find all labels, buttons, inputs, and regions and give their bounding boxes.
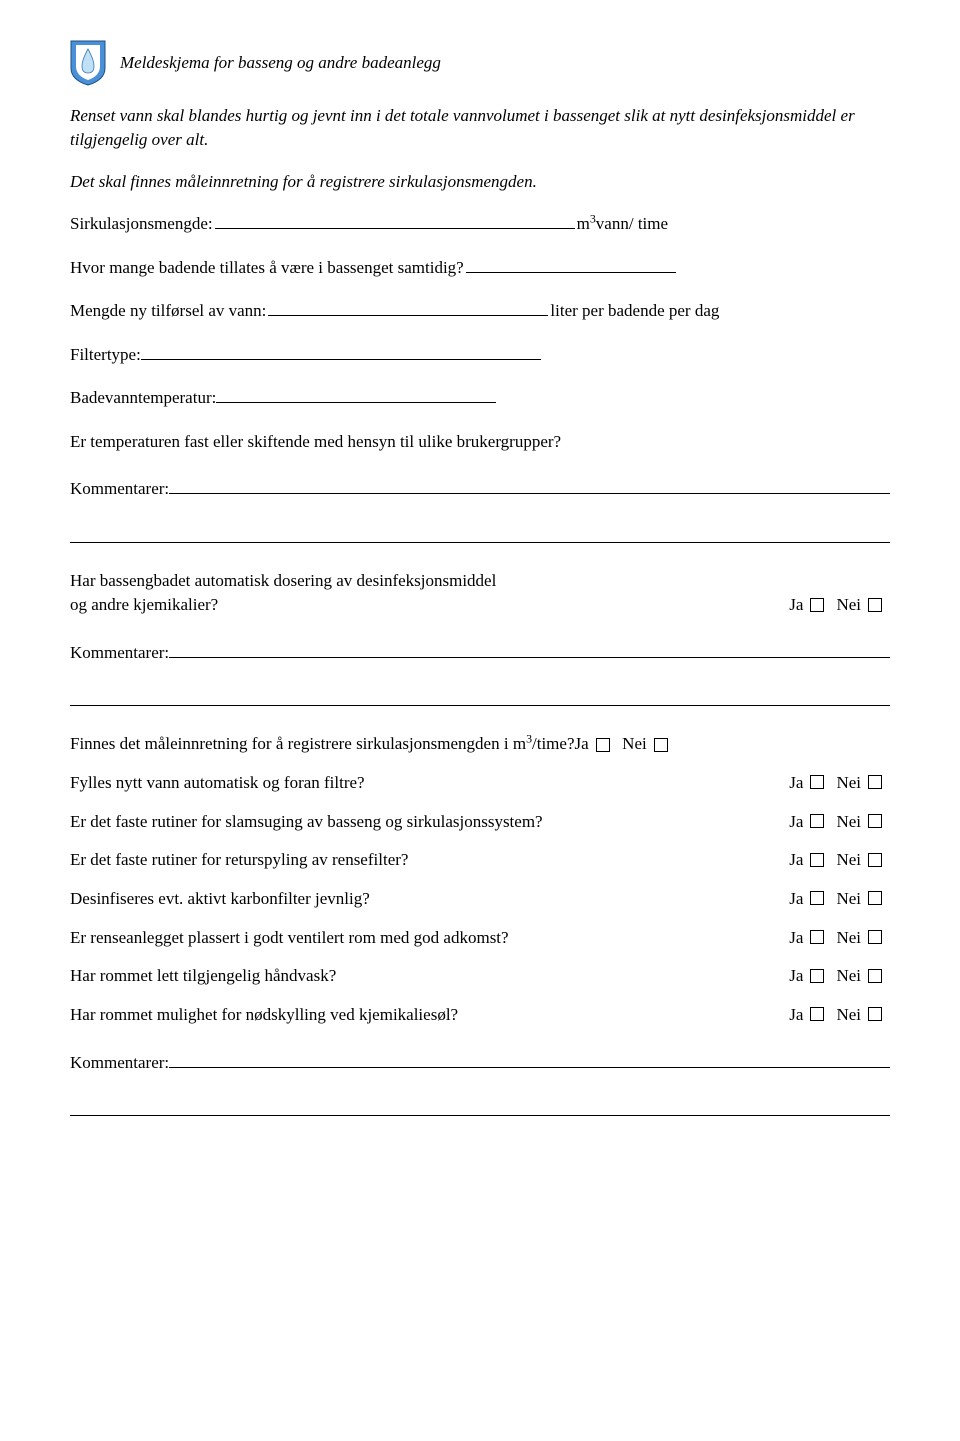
temp-question: Er temperaturen fast eller skiftende med…	[70, 429, 890, 455]
nei-checkbox[interactable]	[868, 930, 882, 944]
nei-label: Nei	[836, 926, 861, 951]
ja-label: Ja	[789, 848, 803, 873]
question-desinfiseres-options: Ja Nei	[789, 887, 890, 912]
question-nodskylling-text: Har rommet mulighet for nødskylling ved …	[70, 1003, 789, 1028]
question-fylles: Fylles nytt vann automatisk og foran fil…	[70, 771, 890, 796]
question-returspyling: Er det faste rutiner for returspyling av…	[70, 848, 890, 873]
question-nodskylling: Har rommet mulighet for nødskylling ved …	[70, 1003, 890, 1028]
nei-checkbox[interactable]	[868, 853, 882, 867]
field-mengde-tilforsel: Mengde ny tilførsel av vann: liter per b…	[70, 298, 890, 324]
badevanntemp-label: Badevanntemperatur:	[70, 385, 216, 411]
mengde-unit: liter per badende per dag	[550, 298, 719, 324]
badevanntemp-input[interactable]	[216, 386, 496, 403]
question-slamsuging-text: Er det faste rutiner for slamsuging av b…	[70, 810, 789, 835]
question-maleinnretning: Finnes det måleinnretning for å registre…	[70, 732, 890, 757]
ja-checkbox[interactable]	[810, 814, 824, 828]
question-slamsuging: Er det faste rutiner for slamsuging av b…	[70, 810, 890, 835]
question-handvask-text: Har rommet lett tilgjengelig håndvask?	[70, 964, 789, 989]
filtertype-label: Filtertype:	[70, 342, 141, 368]
hvor-mange-input[interactable]	[466, 256, 676, 273]
question-fylles-options: Ja Nei	[789, 771, 890, 796]
kommentarer-input-2b[interactable]	[70, 686, 890, 707]
mengde-label: Mengde ny tilførsel av vann:	[70, 298, 266, 324]
mengde-input[interactable]	[268, 299, 548, 316]
question-renseanlegget: Er renseanlegget plassert i godt ventile…	[70, 926, 890, 951]
question-returspyling-text: Er det faste rutiner for returspyling av…	[70, 848, 789, 873]
ja-checkbox[interactable]	[810, 598, 824, 612]
field-filtertype: Filtertype:	[70, 342, 890, 368]
nei-checkbox[interactable]	[868, 598, 882, 612]
nei-checkbox[interactable]	[654, 738, 668, 752]
nei-label: Nei	[836, 771, 861, 796]
question-renseanlegget-text: Er renseanlegget plassert i godt ventile…	[70, 926, 789, 951]
kommentarer-input-3b[interactable]	[70, 1095, 890, 1116]
question-dosering-options: Ja Nei	[789, 593, 890, 618]
ja-label: Ja	[789, 593, 803, 618]
nei-checkbox[interactable]	[868, 969, 882, 983]
ja-label: Ja	[789, 926, 803, 951]
question-handvask-options: Ja Nei	[789, 964, 890, 989]
sirkulasjonsmengde-input[interactable]	[215, 212, 575, 229]
ja-checkbox[interactable]	[810, 930, 824, 944]
question-desinfiseres: Desinfiseres evt. aktivt karbonfilter je…	[70, 887, 890, 912]
sirkulasjonsmengde-label: Sirkulasjonsmengde:	[70, 211, 213, 237]
ja-checkbox[interactable]	[810, 775, 824, 789]
ja-checkbox[interactable]	[810, 891, 824, 905]
field-sirkulasjonsmengde: Sirkulasjonsmengde: m3vann/ time	[70, 211, 890, 237]
ja-label: Ja	[789, 810, 803, 835]
field-kommentarer-1: Kommentarer:	[70, 472, 890, 502]
nei-label: Nei	[836, 1003, 861, 1028]
nei-label: Nei	[836, 887, 861, 912]
kommentarer-label-1: Kommentarer:	[70, 476, 169, 502]
field-kommentarer-3: Kommentarer:	[70, 1046, 890, 1076]
question-fylles-text: Fylles nytt vann automatisk og foran fil…	[70, 771, 789, 796]
nei-checkbox[interactable]	[868, 775, 882, 789]
question-returspyling-options: Ja Nei	[789, 848, 890, 873]
nei-label: Nei	[836, 964, 861, 989]
filtertype-input[interactable]	[141, 343, 541, 360]
nei-label: Nei	[836, 593, 861, 618]
shield-icon	[70, 40, 106, 86]
ja-checkbox[interactable]	[810, 1007, 824, 1021]
sirkulasjonsmengde-unit: m3vann/ time	[577, 211, 668, 237]
kommentarer-label-2: Kommentarer:	[70, 640, 169, 666]
question-maleinnretning-text: Finnes det måleinnretning for å registre…	[70, 732, 890, 757]
ja-checkbox[interactable]	[810, 853, 824, 867]
ja-checkbox[interactable]	[596, 738, 610, 752]
field-kommentarer-2: Kommentarer:	[70, 636, 890, 666]
kommentarer-input-1a[interactable]	[169, 472, 890, 494]
page-title: Meldeskjema for basseng og andre badeanl…	[120, 53, 441, 73]
question-renseanlegget-options: Ja Nei	[789, 926, 890, 951]
intro-paragraph-1: Renset vann skal blandes hurtig og jevnt…	[70, 104, 890, 152]
kommentarer-input-1b[interactable]	[70, 522, 890, 543]
intro-paragraph-2: Det skal finnes måleinnretning for å reg…	[70, 170, 890, 194]
nei-checkbox[interactable]	[868, 1007, 882, 1021]
question-slamsuging-options: Ja Nei	[789, 810, 890, 835]
ja-label: Ja	[789, 887, 803, 912]
question-nodskylling-options: Ja Nei	[789, 1003, 890, 1028]
kommentarer-input-3a[interactable]	[169, 1046, 890, 1068]
hvor-mange-label: Hvor mange badende tillates å være i bas…	[70, 255, 464, 281]
kommentarer-label-3: Kommentarer:	[70, 1050, 169, 1076]
question-dosering: Har bassengbadet automatisk dosering av …	[70, 569, 890, 618]
question-dosering-text: Har bassengbadet automatisk dosering av …	[70, 569, 789, 618]
kommentarer-input-2a[interactable]	[169, 636, 890, 658]
question-desinfiseres-text: Desinfiseres evt. aktivt karbonfilter je…	[70, 887, 789, 912]
field-badevanntemp: Badevanntemperatur:	[70, 385, 890, 411]
form-header: Meldeskjema for basseng og andre badeanl…	[70, 40, 890, 86]
nei-checkbox[interactable]	[868, 814, 882, 828]
nei-label: Nei	[836, 848, 861, 873]
nei-label: Nei	[836, 810, 861, 835]
ja-label: Ja	[789, 964, 803, 989]
ja-label: Ja	[789, 771, 803, 796]
nei-checkbox[interactable]	[868, 891, 882, 905]
ja-checkbox[interactable]	[810, 969, 824, 983]
ja-label: Ja	[789, 1003, 803, 1028]
question-handvask: Har rommet lett tilgjengelig håndvask? J…	[70, 964, 890, 989]
field-hvor-mange: Hvor mange badende tillates å være i bas…	[70, 255, 890, 281]
